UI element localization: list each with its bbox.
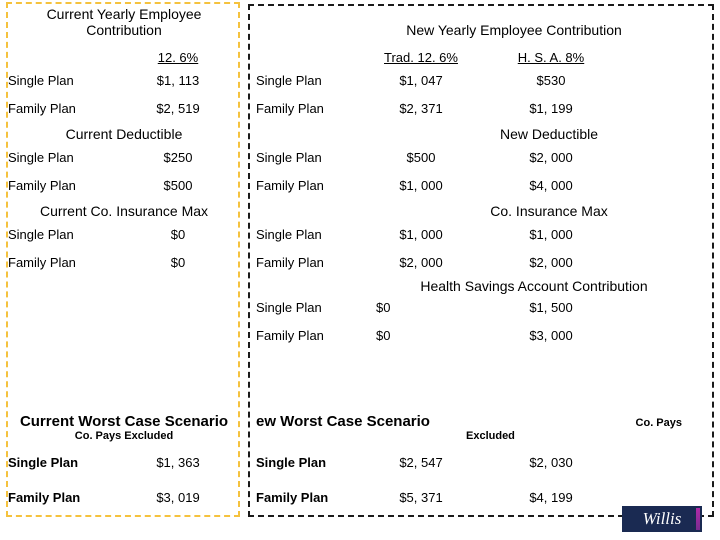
row-value: $3, 019 — [138, 490, 218, 505]
table-row: Single Plan $1, 047 $530 — [256, 73, 712, 88]
new-worst-title: ew Worst Case Scenario — [256, 413, 430, 430]
row-value-a: $1, 047 — [356, 73, 486, 88]
row-value: $1, 363 — [138, 455, 218, 470]
row-label: Family Plan — [8, 101, 138, 116]
table-row: Family Plan $1, 000 $4, 000 — [256, 178, 712, 193]
row-label: Single Plan — [256, 227, 356, 242]
row-value-b: $2, 000 — [486, 150, 616, 165]
table-row: Single Plan $0 $1, 500 — [256, 300, 712, 315]
new-worst-sub-prefix: Excluded — [256, 430, 712, 442]
row-value-a: $0 — [356, 300, 486, 315]
current-rate-header: 12. 6% — [138, 50, 218, 65]
row-value-a: $5, 371 — [356, 490, 486, 505]
row-label: Single Plan — [8, 227, 138, 242]
row-value: $2, 519 — [138, 101, 218, 116]
row-label: Family Plan — [8, 255, 138, 270]
current-worst-sub: Co. Pays Excluded — [8, 430, 240, 442]
table-row: Single Plan $1, 000 $1, 000 — [256, 227, 712, 242]
row-value: $0 — [138, 255, 218, 270]
row-value-b: $2, 000 — [486, 255, 616, 270]
row-label: Family Plan — [256, 101, 356, 116]
row-label: Single Plan — [8, 73, 138, 88]
row-value: $250 — [138, 150, 218, 165]
row-value-a: $1, 000 — [356, 227, 486, 242]
row-label: Single Plan — [256, 300, 356, 315]
table-row: Single Plan $500 $2, 000 — [256, 150, 712, 165]
row-label: Single Plan — [256, 455, 356, 470]
table-row: Single Plan $2, 547 $2, 030 — [256, 455, 712, 470]
current-coins-title: Current Co. Insurance Max — [8, 203, 240, 219]
logo-text: Willis — [643, 509, 682, 529]
willis-logo: Willis — [622, 506, 702, 532]
row-label: Family Plan — [256, 490, 356, 505]
table-row: Single Plan $0 — [8, 227, 240, 242]
row-label: Family Plan — [8, 178, 138, 193]
table-row: Single Plan $1, 113 — [8, 73, 240, 88]
row-label: Single Plan — [256, 150, 356, 165]
row-label: Single Plan — [256, 73, 356, 88]
table-row: Family Plan $0 — [8, 255, 240, 270]
row-value: $1, 113 — [138, 73, 218, 88]
row-label: Family Plan — [256, 328, 356, 343]
table-row: Family Plan $3, 019 — [8, 490, 240, 505]
row-value-a: $2, 000 — [356, 255, 486, 270]
table-row: Single Plan $250 — [8, 150, 240, 165]
new-rate-header-b: H. S. A. 8% — [486, 50, 616, 65]
row-value-b: $2, 030 — [486, 455, 616, 470]
row-value: $500 — [138, 178, 218, 193]
current-ded-title: Current Deductible — [8, 126, 240, 142]
table-row: Family Plan $2, 000 $2, 000 — [256, 255, 712, 270]
new-worst-sub-right: Co. Pays — [636, 413, 712, 430]
row-label: Family Plan — [256, 178, 356, 193]
table-row: Family Plan $2, 371 $1, 199 — [256, 101, 712, 116]
row-value-b: $530 — [486, 73, 616, 88]
row-label: Single Plan — [8, 455, 138, 470]
table-row: Family Plan $5, 371 $4, 199 — [256, 490, 712, 505]
table-row: Family Plan $0 $3, 000 — [256, 328, 712, 343]
new-coins-title: Co. Insurance Max — [256, 203, 712, 219]
row-label: Family Plan — [256, 255, 356, 270]
row-value-b: $1, 500 — [486, 300, 616, 315]
row-value-b: $4, 199 — [486, 490, 616, 505]
row-label: Family Plan — [8, 490, 138, 505]
new-rate-header-a: Trad. 12. 6% — [356, 50, 486, 65]
row-value-a: $0 — [356, 328, 486, 343]
new-ded-title: New Deductible — [256, 126, 712, 142]
table-row: Single Plan $1, 363 — [8, 455, 240, 470]
new-hsa-title: Health Savings Account Contribution — [256, 278, 712, 294]
table-row: Family Plan $2, 519 — [8, 101, 240, 116]
row-value-b: $1, 199 — [486, 101, 616, 116]
current-contrib-title: Current Yearly Employee Contribution — [8, 6, 240, 38]
row-value-a: $1, 000 — [356, 178, 486, 193]
row-value-a: $2, 371 — [356, 101, 486, 116]
row-value-a: $2, 547 — [356, 455, 486, 470]
current-worst-title: Current Worst Case Scenario — [8, 413, 240, 430]
new-contrib-title: New Yearly Employee Contribution — [256, 22, 712, 38]
row-value-b: $3, 000 — [486, 328, 616, 343]
row-value: $0 — [138, 227, 218, 242]
row-value-b: $1, 000 — [486, 227, 616, 242]
row-value-b: $4, 000 — [486, 178, 616, 193]
logo-accent-bar — [696, 508, 700, 530]
row-label: Single Plan — [8, 150, 138, 165]
table-row: Family Plan $500 — [8, 178, 240, 193]
row-value-a: $500 — [356, 150, 486, 165]
